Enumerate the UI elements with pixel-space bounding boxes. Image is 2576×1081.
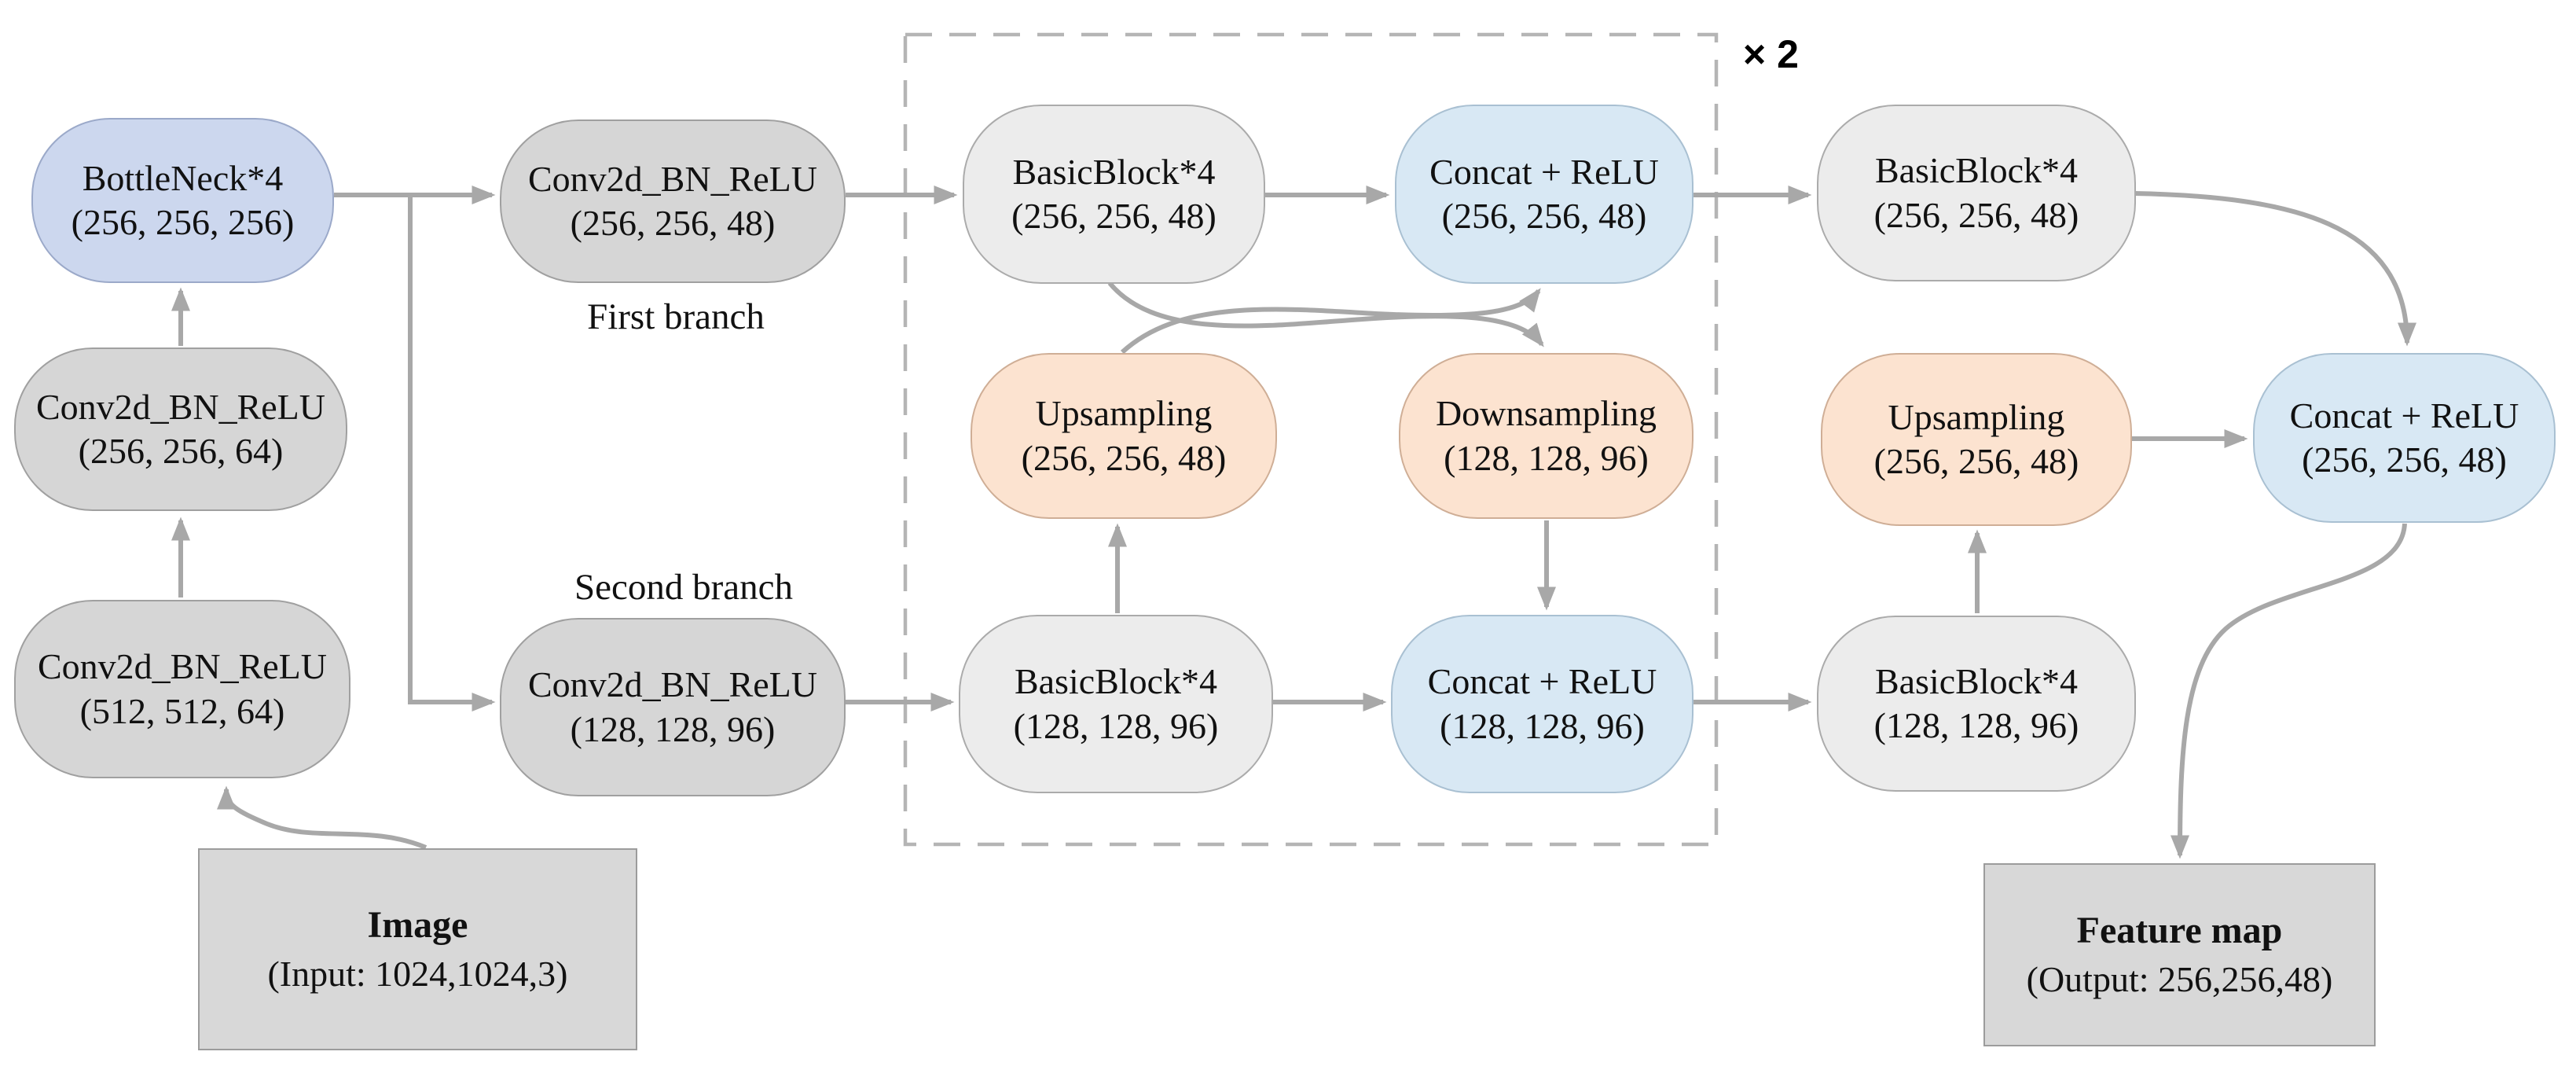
node-bottleneck: BottleNeck*4 (256, 256, 256) (31, 118, 334, 283)
arrow-out-basicblock-top-to-final-concat (2134, 191, 2416, 347)
node-title: Conv2d_BN_ReLU (528, 664, 817, 705)
node-title: Concat + ReLU (1429, 151, 1659, 192)
node-final-concat: Concat + ReLU (256, 256, 48) (2253, 353, 2556, 523)
node-basicblock-top: BasicBlock*4 (256, 256, 48) (963, 105, 1265, 284)
arrow-image-to-conv512 (217, 785, 427, 850)
node-title: Feature map (2076, 910, 2283, 952)
node-title: BasicBlock*4 (1874, 660, 2079, 701)
node-dims: (256, 256, 48) (570, 203, 776, 243)
arrow-basicblock-top-to-downsampling (1107, 281, 1544, 347)
node-dims: (256, 256, 256) (71, 202, 295, 242)
node-title: Conv2d_BN_ReLU (528, 158, 817, 199)
node-branch1-conv: Conv2d_BN_ReLU (256, 256, 48) (500, 119, 846, 283)
node-downsampling-mid: Downsampling (128, 128, 96) (1399, 353, 1693, 519)
arrow-upsampling-to-concat-top (1120, 288, 1541, 355)
node-dims: (256, 256, 48) (1441, 196, 1647, 236)
arrow-final-concat-to-feature-map (2171, 523, 2407, 859)
node-dims: (256, 256, 48) (1873, 441, 2079, 481)
first-branch-label: First branch (587, 296, 765, 337)
repeat-multiplier-label: × 2 (1743, 32, 1799, 76)
node-title: Upsampling (1888, 396, 2065, 437)
node-dims: (128, 128, 96) (1873, 705, 2079, 745)
node-title: Image (367, 904, 468, 947)
node-dims: (256, 256, 48) (1873, 194, 2079, 235)
node-title: Upsampling (1035, 393, 1213, 434)
node-dims: (128, 128, 96) (1444, 437, 1649, 478)
node-out-basicblock-top: BasicBlock*4 (256, 256, 48) (1817, 105, 2136, 281)
node-title: Conv2d_BN_ReLU (38, 646, 327, 687)
node-dims: (128, 128, 96) (570, 708, 776, 749)
node-dims: (256, 256, 64) (78, 431, 284, 471)
node-title: BasicBlock*4 (1012, 151, 1216, 192)
node-out-upsampling: Upsampling (256, 256, 48) (1821, 353, 2132, 526)
node-dims: (256, 256, 48) (2302, 439, 2507, 480)
node-title: BasicBlock*4 (1874, 150, 2079, 191)
node-dims: (128, 128, 96) (1440, 705, 1645, 746)
node-dims: (Output: 256,256,48) (2026, 958, 2333, 999)
node-title: BottleNeck*4 (82, 157, 284, 198)
node-dims: (128, 128, 96) (1013, 705, 1219, 746)
node-dims: (256, 256, 48) (1021, 437, 1227, 478)
node-title: Conv2d_BN_ReLU (36, 386, 325, 427)
node-concat-top: Concat + ReLU (256, 256, 48) (1395, 105, 1693, 284)
node-title: Concat + ReLU (2289, 395, 2519, 436)
node-concat-bottom: Concat + ReLU (128, 128, 96) (1391, 615, 1693, 793)
node-dims: (256, 256, 48) (1011, 196, 1216, 236)
second-branch-label: Second branch (574, 567, 793, 608)
node-input-image: Image (Input: 1024,1024,3) (198, 848, 637, 1050)
node-stem-conv-256: Conv2d_BN_ReLU (256, 256, 64) (14, 347, 347, 511)
node-basicblock-bottom: BasicBlock*4 (128, 128, 96) (959, 615, 1273, 793)
repeat-box-dashed-border (903, 32, 1719, 847)
node-upsampling-mid: Upsampling (256, 256, 48) (971, 353, 1277, 519)
node-title: BasicBlock*4 (1014, 661, 1218, 702)
node-dims: (Input: 1024,1024,3) (267, 953, 568, 994)
node-stem-conv-512: Conv2d_BN_ReLU (512, 512, 64) (14, 600, 350, 778)
node-dims: (512, 512, 64) (79, 690, 285, 731)
node-title: Downsampling (1435, 393, 1657, 434)
node-branch2-conv: Conv2d_BN_ReLU (128, 128, 96) (500, 618, 846, 796)
node-output-feature-map: Feature map (Output: 256,256,48) (1983, 863, 2376, 1046)
arrow-bottleneck-to-branch2 (408, 195, 496, 711)
node-title: Concat + ReLU (1427, 661, 1657, 702)
node-out-basicblock-bottom: BasicBlock*4 (128, 128, 96) (1817, 616, 2136, 792)
